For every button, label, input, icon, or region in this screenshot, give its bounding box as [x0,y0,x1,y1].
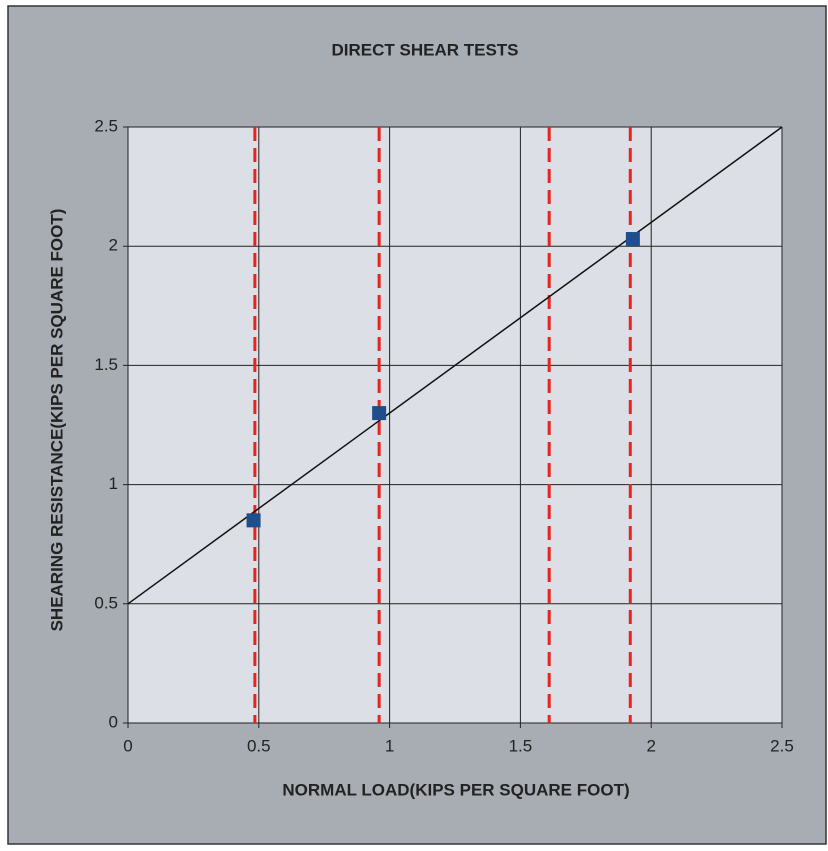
x-tick-label: 2.5 [770,736,794,755]
y-tick-label: 2 [109,236,118,255]
data-point [625,232,640,247]
x-tick-label: 1 [385,736,394,755]
y-tick-label: 0 [109,712,118,731]
y-tick-label: 0.5 [94,593,118,612]
y-axis-label: SHEARING RESISTANCE(KIPS PER SQUARE FOOT… [47,209,66,632]
y-tick-label: 1.5 [94,355,118,374]
chart-title: DIRECT SHEAR TESTS [331,40,518,59]
x-axis-label: NORMAL LOAD(KIPS PER SQUARE FOOT) [282,780,629,799]
data-point [372,406,387,421]
x-tick-label: 2 [646,736,655,755]
y-tick-label: 1 [109,474,118,493]
x-tick-label: 0.5 [247,736,271,755]
y-tick-label: 2.5 [94,116,118,135]
data-point [246,513,261,528]
x-tick-label: 1.5 [509,736,533,755]
plot-area [128,127,782,723]
x-tick-label: 0 [123,736,132,755]
trend-line [127,126,783,605]
